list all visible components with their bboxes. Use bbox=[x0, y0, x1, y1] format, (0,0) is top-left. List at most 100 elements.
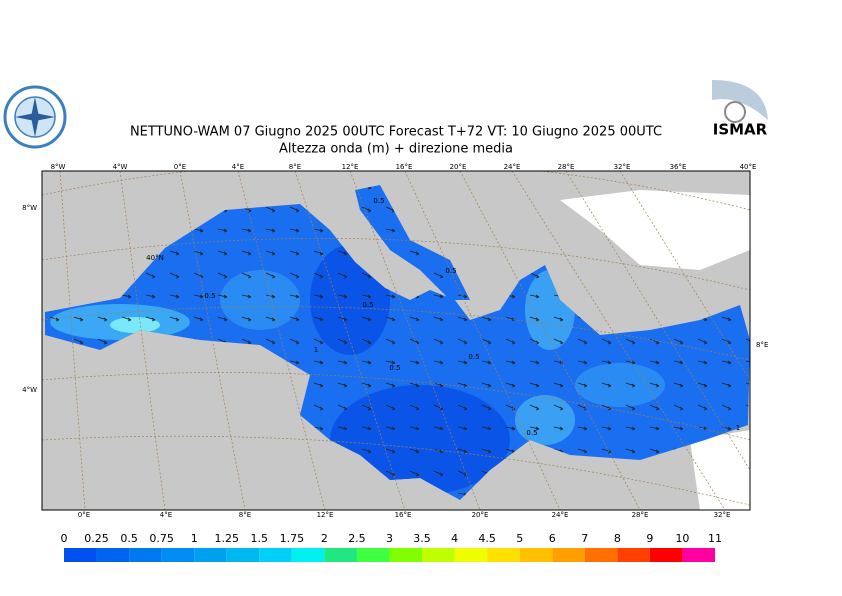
direction-arrow bbox=[433, 316, 444, 322]
direction-arrow bbox=[505, 426, 516, 431]
direction-arrow bbox=[385, 448, 396, 454]
direction-arrow bbox=[313, 360, 324, 365]
legend-swatch bbox=[356, 548, 390, 562]
direction-arrow bbox=[289, 228, 300, 233]
lon-label: 8°E bbox=[289, 163, 301, 171]
direction-arrow bbox=[241, 272, 252, 279]
lon-label: 12°E bbox=[317, 511, 334, 519]
legend: 0 0.25 0.5 0.75 1 1.25 1.5 1.75 2 2.5 3 3.5 4 4.5 5 6 7 8… bbox=[61, 532, 722, 562]
direction-arrow bbox=[169, 250, 180, 256]
contour-label: 0.5 bbox=[204, 292, 215, 300]
no-data bbox=[560, 190, 750, 270]
direction-arrow bbox=[505, 360, 516, 365]
legend-swatch bbox=[194, 548, 227, 562]
direction-arrow bbox=[361, 272, 372, 279]
direction-arrow bbox=[169, 272, 180, 279]
direction-arrow bbox=[313, 316, 324, 322]
direction-arrow bbox=[673, 404, 684, 411]
lon-label: 12°E bbox=[342, 163, 359, 171]
legend-label: 5 bbox=[516, 532, 523, 545]
legend-swatch bbox=[649, 548, 683, 562]
map-frame bbox=[41, 170, 751, 511]
direction-arrow bbox=[457, 338, 468, 345]
legend-label: 1.5 bbox=[251, 532, 269, 545]
contour-label: 1 bbox=[314, 346, 318, 354]
direction-arrow bbox=[409, 426, 420, 431]
direction-arrow bbox=[481, 360, 492, 365]
direction-arrow bbox=[265, 228, 276, 233]
direction-arrow bbox=[361, 426, 372, 431]
direction-arrow bbox=[241, 250, 252, 256]
direction-arrow bbox=[241, 338, 252, 345]
direction-arrow bbox=[481, 426, 492, 431]
direction-arrow bbox=[217, 294, 228, 299]
direction-arrow bbox=[241, 228, 252, 233]
direction-arrow bbox=[361, 338, 372, 345]
direction-arrow bbox=[601, 382, 612, 388]
direction-arrow bbox=[673, 382, 684, 388]
lon-label: 16°E bbox=[396, 163, 413, 171]
contour-label: 0.5 bbox=[373, 197, 384, 205]
direction-arrow bbox=[649, 426, 660, 431]
direction-arrow bbox=[193, 316, 204, 322]
direction-arrow bbox=[721, 382, 732, 388]
legend-label: 3 bbox=[386, 532, 393, 545]
direction-arrow bbox=[721, 360, 732, 365]
direction-arrow bbox=[457, 426, 468, 431]
direction-arrow bbox=[433, 338, 444, 345]
legend-swatch bbox=[454, 548, 488, 562]
direction-arrow bbox=[721, 338, 732, 345]
direction-arrow bbox=[649, 404, 660, 411]
logo-right: ISMAR bbox=[710, 79, 770, 141]
direction-arrow bbox=[385, 338, 396, 345]
contour-label: 0.5 bbox=[445, 267, 456, 275]
direction-arrow bbox=[193, 228, 204, 233]
legend-label: 0.75 bbox=[149, 532, 174, 545]
direction-arrow bbox=[337, 294, 348, 299]
legend-swatch bbox=[422, 548, 455, 562]
direction-arrow bbox=[433, 360, 444, 365]
direction-arrow bbox=[457, 448, 468, 454]
direction-arrow bbox=[313, 426, 324, 431]
direction-arrow bbox=[289, 294, 300, 299]
direction-arrow bbox=[649, 382, 660, 388]
direction-arrow bbox=[265, 338, 276, 345]
direction-arrow bbox=[217, 272, 228, 279]
legend-label: 2.5 bbox=[348, 532, 366, 545]
direction-arrow bbox=[409, 382, 420, 388]
legend-swatch bbox=[291, 548, 325, 562]
direction-arrow bbox=[433, 426, 444, 431]
direction-arrow bbox=[361, 382, 372, 388]
direction-arrow bbox=[361, 404, 372, 411]
direction-arrow bbox=[649, 360, 660, 365]
direction-arrow bbox=[529, 404, 540, 411]
direction-arrow bbox=[577, 338, 588, 345]
direction-arrow bbox=[481, 316, 492, 322]
direction-arrow bbox=[409, 404, 420, 411]
map bbox=[42, 171, 750, 510]
direction-arrow bbox=[409, 448, 420, 454]
legend-label: 7 bbox=[581, 532, 588, 545]
direction-arrow bbox=[553, 382, 564, 388]
lon-label: 4°W bbox=[113, 163, 128, 171]
legend-swatch bbox=[682, 548, 715, 562]
direction-arrow bbox=[73, 338, 84, 345]
legend-label: 11 bbox=[708, 532, 722, 545]
direction-arrow bbox=[97, 316, 108, 322]
direction-arrow bbox=[505, 338, 516, 345]
direction-arrow bbox=[745, 382, 750, 388]
direction-arrow bbox=[697, 382, 708, 388]
legend-swatch bbox=[64, 548, 97, 562]
direction-arrow bbox=[433, 470, 444, 477]
direction-arrow bbox=[409, 250, 420, 256]
direction-arrow bbox=[697, 404, 708, 411]
direction-arrow bbox=[457, 404, 468, 411]
title: NETTUNO-WAM 07 Giugno 2025 00UTC Forecas… bbox=[130, 125, 662, 140]
direction-arrow bbox=[385, 404, 396, 411]
direction-arrow bbox=[289, 316, 300, 322]
direction-arrow bbox=[313, 294, 324, 299]
direction-arrow bbox=[625, 360, 636, 365]
direction-arrow bbox=[481, 338, 492, 345]
lon-label: 24°E bbox=[552, 511, 569, 519]
direction-arrow bbox=[601, 404, 612, 411]
